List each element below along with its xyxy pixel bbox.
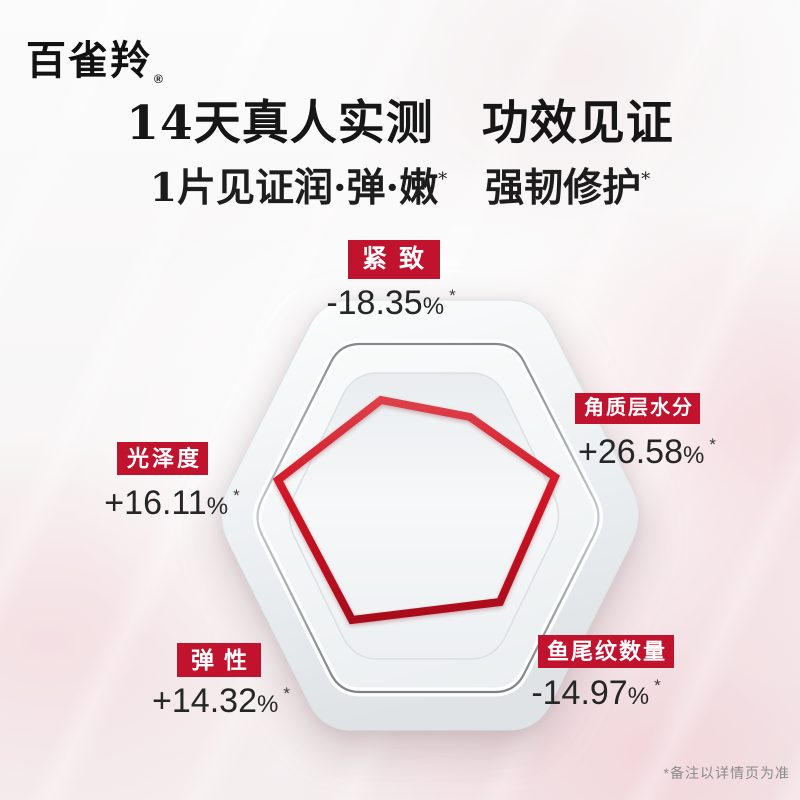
metric-value-crows-feet: -14.97% * xyxy=(531,674,660,713)
percent-unit: % xyxy=(422,293,445,320)
metric-badge-crows-feet: 鱼尾纹数量 xyxy=(538,635,675,669)
page-title: 14天真人实测 功效见证 xyxy=(126,96,674,151)
asterisk-note: * xyxy=(709,435,716,454)
metric-badge-elasticity: 弹性 xyxy=(177,643,261,678)
subtitle-main: 1片见证润·弹·嫩 xyxy=(149,165,439,211)
metric-badge-firmness: 紧致 xyxy=(348,240,441,279)
brand-logo-text: 百雀羚 xyxy=(26,39,152,83)
asterisk-note: * xyxy=(654,676,661,695)
metric-badge-moisture: 角质层水分 xyxy=(575,393,700,424)
metric-number: -14.97 xyxy=(531,674,628,712)
metric-value-firmness: -18.35% * xyxy=(326,284,455,323)
brand-logo: 百雀羚 ® xyxy=(26,28,163,86)
percent-unit: % xyxy=(256,691,279,718)
footnote-disclaimer: *备注以详情页为准 xyxy=(663,765,790,781)
registered-trademark-icon: ® xyxy=(154,72,163,86)
percent-unit: % xyxy=(627,683,650,710)
metric-value-moisture: +26.58% * xyxy=(578,433,716,472)
metric-value-glossiness: +16.11% * xyxy=(104,484,239,523)
subtitle-tail: 强韧修护 xyxy=(485,165,642,211)
metric-number: +14.32 xyxy=(152,682,257,720)
percent-unit: % xyxy=(682,442,705,469)
asterisk-note: * xyxy=(283,684,290,703)
subtitle-asterisk-1: * xyxy=(438,169,448,190)
subtitle-asterisk-2: * xyxy=(641,169,651,190)
percent-unit: % xyxy=(206,493,229,520)
metric-number: -18.35 xyxy=(326,284,423,322)
page-subtitle: 1片见证润·弹·嫩* 强韧修护* xyxy=(0,157,800,213)
metric-number: +26.58 xyxy=(578,433,683,471)
metric-badge-glossiness: 光泽度 xyxy=(117,442,209,476)
metric-value-elasticity: +14.32% * xyxy=(152,682,290,721)
radar-polygon-line xyxy=(272,395,560,625)
asterisk-note: * xyxy=(449,286,456,305)
tray-floor-hexagon xyxy=(288,372,560,660)
metric-number: +16.11 xyxy=(104,484,207,522)
tray-rim-line xyxy=(256,342,600,694)
asterisk-note: * xyxy=(233,486,240,505)
